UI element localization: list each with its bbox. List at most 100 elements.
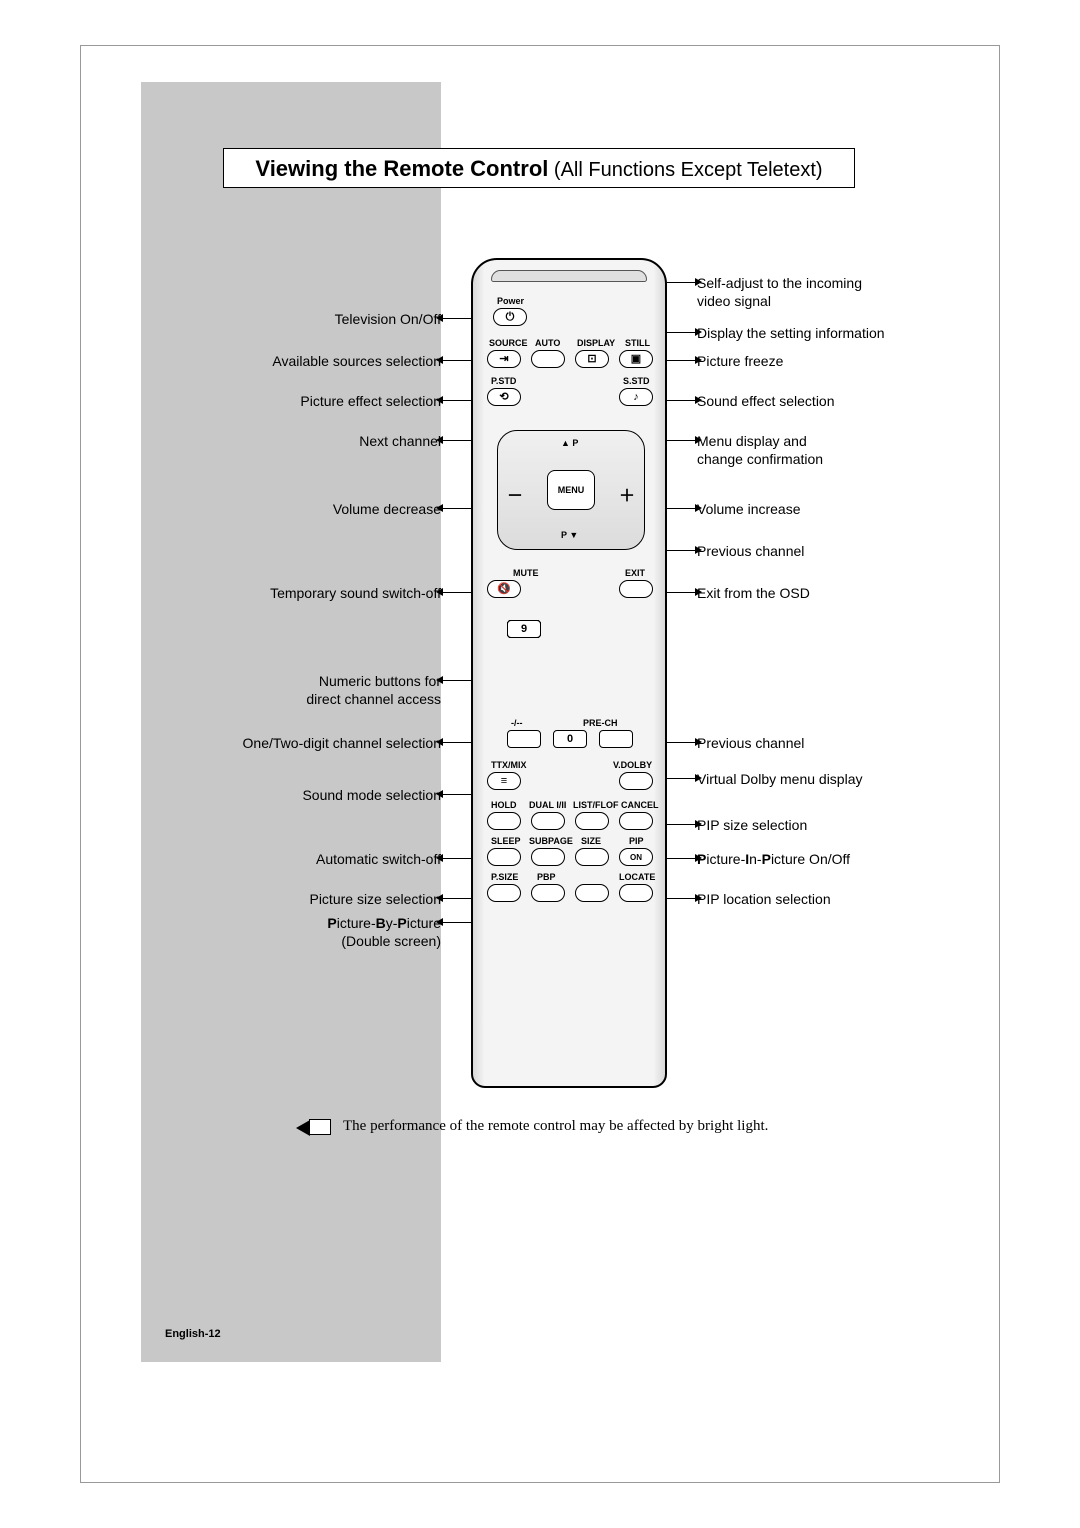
arrow-left-icon [436,436,443,444]
leader-line [443,318,471,319]
arrow-right-icon [695,504,702,512]
page-title: Viewing the Remote Control (All Function… [223,148,855,188]
arrow-right-icon [695,396,702,404]
label-mute: MUTE [513,568,539,578]
leader-line [667,550,695,551]
leader-line [443,858,471,859]
annotation-right: Previous channel [697,542,804,560]
listflof-button[interactable] [575,812,609,830]
arrow-right-icon [695,546,702,554]
leader-line [667,778,695,779]
page-number: English-12 [165,1328,221,1340]
ttxmix-button[interactable]: ≡ [487,772,521,790]
exit-button[interactable] [619,580,653,598]
pstd-button[interactable]: ⟲ [487,388,521,406]
digit-button[interactable] [507,730,541,748]
source-button[interactable]: ⇥ [487,350,521,368]
leader-line [443,400,471,401]
annotation-right: Volume increase [697,500,801,518]
label-size: SIZE [581,836,601,846]
arrow-left-icon [436,504,443,512]
p-up-label: ▲ P [561,438,578,448]
leader-line [443,440,471,441]
leader-line [667,400,695,401]
label-listflof: LIST/FLOF [573,800,619,810]
vol-minus[interactable]: － [507,482,523,506]
power-button[interactable]: ⏻ [493,308,527,326]
arrow-right-icon [695,356,702,364]
subpage-button[interactable] [531,848,565,866]
arrow-left-icon [436,676,443,684]
annotation-right: Sound effect selection [697,392,835,410]
annotation-right: PIP location selection [697,890,831,908]
arrow-right-icon [695,588,702,596]
remote-body: Power ⏻ SOURCE AUTO DISPLAY STILL ⇥ ⊡ ▣ … [471,258,667,1088]
arrow-left-icon [436,918,443,926]
arrow-left-icon [436,738,443,746]
pip-on-button[interactable]: ON [619,848,653,866]
mute-button[interactable]: 🔇 [487,580,521,598]
hold-button[interactable] [487,812,521,830]
leader-line [443,592,471,593]
label-auto: AUTO [535,338,560,348]
annotation-right: Previous channel [697,734,804,752]
label-dual: DUAL I/II [529,800,566,810]
annotation-left: Automatic switch-off [316,850,441,868]
arrow-left-icon [436,314,443,322]
annotation-right: Self-adjust to the incomingvideo signal [697,274,862,310]
auto-button[interactable] [531,350,565,368]
leader-line [667,592,695,593]
num-9[interactable]: 9 [507,620,541,638]
label-source: SOURCE [489,338,528,348]
leader-line [667,440,695,441]
display-icon: ⊡ [587,354,596,365]
locate-button[interactable] [619,884,653,902]
vol-plus[interactable]: ＋ [619,482,635,506]
sleep-button[interactable] [487,848,521,866]
sstd-button[interactable]: ♪ [619,388,653,406]
dpad: MENU ▲ P P ▼ － ＋ [497,430,645,550]
label-pip: PIP [629,836,644,846]
label-subpage: SUBPAGE [529,836,573,846]
leader-line [443,680,471,681]
cancel-button[interactable] [619,812,653,830]
ttx-icon: ≡ [501,776,507,787]
arrow-left-icon [436,894,443,902]
page-frame: Viewing the Remote Control (All Function… [80,45,1000,1483]
pbp-button[interactable] [531,884,565,902]
label-ttxmix: TTX/MIX [491,760,527,770]
psize-button[interactable] [487,884,521,902]
arrow-right-icon [695,328,702,336]
annotation-right: Exit from the OSD [697,584,810,602]
leader-line [667,282,695,283]
arrow-left-icon [436,854,443,862]
annotation-right: Picture-In-Picture On/Off [697,850,850,868]
annotation-left: Picture size selection [309,890,441,908]
note-icon [309,1119,331,1135]
leader-line [443,742,471,743]
arrow-left-icon [436,588,443,596]
source-icon: ⇥ [499,354,508,365]
annotation-right: PIP size selection [697,816,807,834]
num-0[interactable]: 0 [553,730,587,748]
dual-button[interactable] [531,812,565,830]
prech-button[interactable] [599,730,633,748]
blank-button[interactable] [575,884,609,902]
label-sstd: S.STD [623,376,650,386]
leader-line [443,922,471,923]
arrow-left-icon [436,396,443,404]
leader-line [667,742,695,743]
menu-label: MENU [558,485,585,495]
still-button[interactable]: ▣ [619,350,653,368]
menu-button[interactable]: MENU [547,470,595,510]
leader-line [667,332,695,333]
display-button[interactable]: ⊡ [575,350,609,368]
annotation-left: Available sources selection [272,352,441,370]
annotation-right: Picture freeze [697,352,783,370]
size-button[interactable] [575,848,609,866]
mute-icon: 🔇 [497,584,511,595]
arrow-left-icon [436,356,443,364]
label-pbp: PBP [537,872,556,882]
label-locate: LOCATE [619,872,655,882]
vdolby-button[interactable] [619,772,653,790]
